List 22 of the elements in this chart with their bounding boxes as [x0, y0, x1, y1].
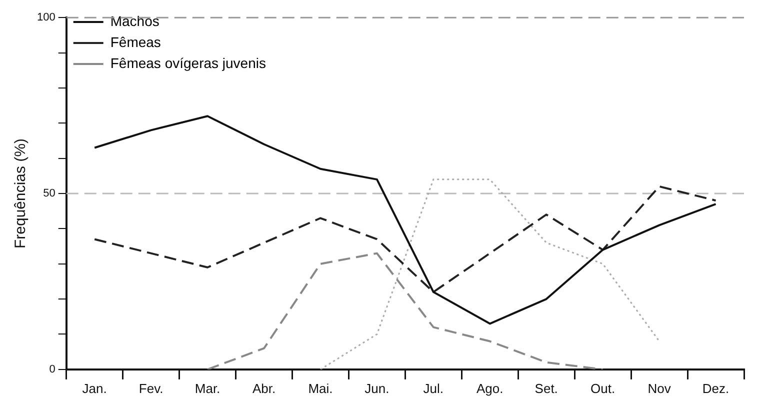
y-axis-title: Frequências (%): [12, 138, 30, 249]
line-series: [94, 185, 717, 294]
x-tick-label: Fev.: [138, 380, 164, 396]
x-tick-label: Mar.: [194, 380, 220, 396]
legend-label: Fêmeas: [110, 34, 161, 50]
x-tick-label: Set.: [534, 380, 558, 396]
x-tick-label: Out.: [590, 380, 616, 396]
x-tick-label: Ago.: [476, 380, 504, 396]
line-series: [320, 178, 660, 370]
x-tick-label: Dez.: [702, 380, 730, 396]
x-tick-label: Jun.: [364, 380, 390, 396]
y-tick-label: 50: [43, 188, 56, 200]
y-tick-label: 100: [36, 12, 56, 24]
x-tick-label: Mai.: [308, 380, 333, 396]
x-tick-label: Abr.: [252, 380, 276, 396]
x-tick-label: Nov: [648, 380, 672, 396]
x-tick-label: Jul.: [423, 380, 444, 396]
legend-label: Fêmeas ovígeras juvenis: [110, 54, 266, 71]
legend-label: Machos: [110, 12, 160, 29]
x-tick-label: Jan.: [82, 380, 107, 396]
line-series: [206, 252, 604, 370]
y-tick-label: 0: [49, 363, 56, 376]
